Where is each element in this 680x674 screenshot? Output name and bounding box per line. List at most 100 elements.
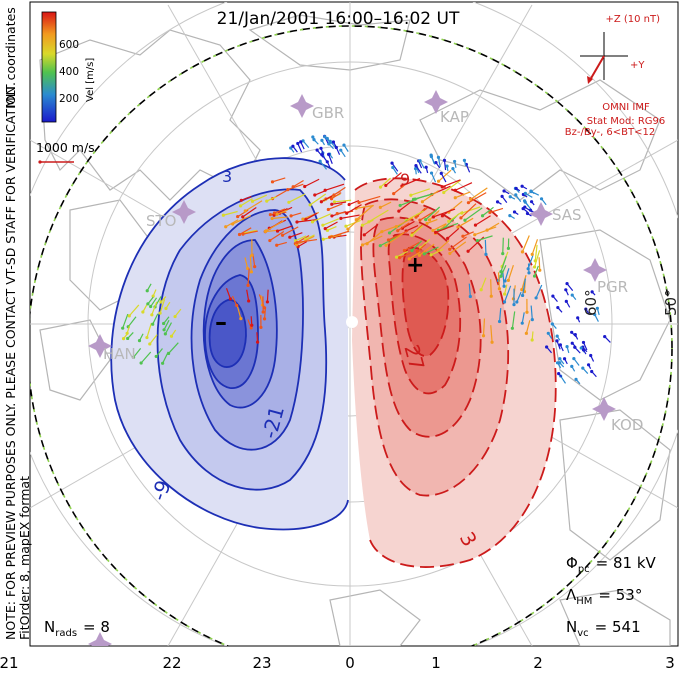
velocity-vector (321, 195, 333, 203)
velocity-vector-origin (527, 271, 531, 275)
velocity-vector-origin (151, 322, 155, 326)
velocity-vector (404, 241, 420, 252)
coordinate-system-label: MLT coordinates (3, 7, 18, 108)
velocity-vector-origin (149, 304, 153, 309)
velocity-vector (449, 236, 467, 250)
velocity-vector (504, 268, 510, 282)
velocity-vector-origin (239, 317, 243, 321)
velocity-vector-origin (499, 270, 503, 274)
station-labels: GBR KAP STO SAS PGR HAN KOD (103, 104, 643, 434)
velocity-vector (240, 198, 253, 207)
velocity-vector-origin (250, 253, 254, 257)
radar-marker-sto (172, 200, 196, 224)
velocity-vector-origin (447, 219, 451, 223)
velocity-vector-origin (154, 354, 158, 359)
velocity-vector-origin (289, 214, 293, 218)
velocity-vector (522, 278, 527, 296)
velocity-vector-origin (530, 252, 534, 256)
velocity-vector (333, 186, 346, 196)
velocity-vector (460, 203, 477, 219)
velocity-vector-origin (485, 228, 489, 232)
velocity-vector-origin (546, 331, 550, 335)
velocity-vector-origin (525, 211, 530, 216)
velocity-vector-origin (291, 144, 295, 148)
velocity-vector (368, 209, 389, 223)
velocity-vector-origin (321, 223, 325, 227)
velocity-vector-origin (339, 148, 343, 152)
velocity-vector-origin (268, 213, 272, 217)
velocity-vector-origin (311, 135, 315, 139)
velocity-vector-origin (313, 193, 317, 197)
velocity-vector (296, 218, 318, 223)
velocity-vector-origin (593, 312, 597, 317)
velocity-vector (324, 221, 338, 230)
imf-model: Stat Mod: RG96 (587, 116, 666, 127)
velocity-vector-origin (410, 233, 414, 237)
velocity-vector-origin (468, 294, 472, 299)
velocity-vector (246, 289, 250, 302)
fit-statistics: Φpc = 81 kV ΛHM = 53° Nvc = 541 Nrads = 8 (44, 554, 657, 639)
velocity-vector-origin (512, 303, 516, 307)
velocity-vector (333, 234, 347, 238)
velocity-vector (457, 217, 474, 228)
station-sas: SAS (552, 206, 582, 224)
velocity-vector (232, 215, 252, 225)
velocity-vector-origin (228, 297, 233, 301)
velocity-vector (398, 200, 413, 212)
station-gbr: GBR (312, 104, 344, 122)
velocity-vector-origin (529, 189, 533, 193)
velocity-vector (448, 210, 464, 222)
velocity-vector-origin (295, 220, 299, 224)
velocity-vector-origin (255, 340, 260, 344)
velocity-vector-origin (463, 218, 467, 222)
velocity-vector (133, 348, 142, 358)
velocity-vector (223, 210, 238, 216)
velocity-vector-origin (126, 336, 130, 341)
velocity-vector-origin (466, 249, 470, 253)
velocity-vector-origin (391, 165, 395, 170)
mlt-tick-1: 1 (431, 654, 441, 672)
station-kap: KAP (440, 108, 469, 126)
velocity-vector-origin (440, 185, 444, 189)
velocity-vector-origin (125, 331, 129, 335)
velocity-vector-origin (514, 193, 518, 197)
velocity-vector-origin (603, 334, 607, 339)
velocity-vector (490, 279, 492, 297)
velocity-vector (391, 162, 399, 172)
velocity-vector-origin (321, 237, 325, 241)
velocity-vector (426, 218, 438, 225)
velocity-vector (430, 172, 437, 183)
velocity-vector-origin (247, 299, 251, 303)
velocity-vector (412, 224, 423, 235)
velocity-vector-origin (431, 228, 435, 233)
velocity-vector-origin (451, 167, 455, 171)
velocity-vector (225, 288, 232, 300)
preview-note: NOTE: FOR PREVIEW PURPOSES ONLY. PLEASE … (3, 82, 18, 640)
velocity-vector-origin (332, 200, 337, 204)
velocity-vector-origin (448, 247, 452, 251)
velocity-vector (296, 238, 318, 244)
velocity-vector (231, 295, 238, 306)
velocity-vector (159, 299, 166, 314)
velocity-vector-origin (262, 317, 267, 321)
velocity-vector-origin (347, 202, 351, 207)
velocity-vector (327, 226, 337, 231)
velocity-vector-origin (413, 167, 418, 171)
velocity-vector (242, 206, 257, 218)
colorbar-tick-400: 400 (59, 66, 79, 78)
velocity-vector-origin (332, 193, 336, 197)
velocity-vector-origin (409, 193, 413, 197)
velocity-vector (433, 208, 456, 218)
velocity-vector-origin (534, 296, 538, 300)
velocity-vector-origin (231, 222, 235, 226)
velocity-vector-origin (584, 307, 588, 311)
velocity-vector-origin (481, 334, 486, 338)
velocity-vector-origin (308, 203, 312, 207)
velocity-vector-origin (320, 153, 324, 157)
velocity-vector (321, 154, 329, 164)
velocity-vector-origin (445, 164, 449, 168)
velocity-vector-origin (514, 186, 518, 191)
velocity-vector (406, 210, 424, 221)
velocity-vector-origin (497, 319, 502, 324)
velocity-vector-origin (456, 225, 460, 229)
